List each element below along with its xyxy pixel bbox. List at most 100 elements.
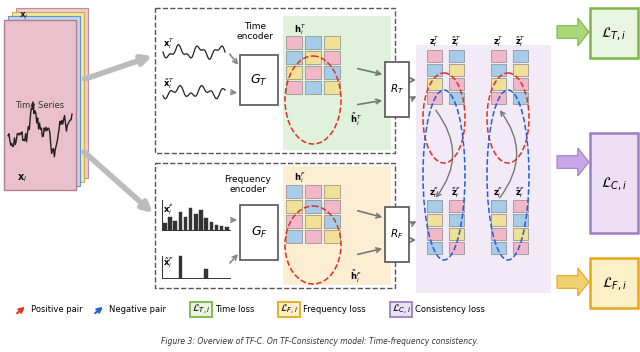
Bar <box>426 92 442 104</box>
Bar <box>283 16 391 150</box>
Text: $\mathbf{h}_i^F$: $\mathbf{h}_i^F$ <box>294 171 306 186</box>
Bar <box>513 50 527 62</box>
Bar <box>8 16 80 186</box>
Text: Time
encoder: Time encoder <box>237 22 273 42</box>
Bar <box>426 242 442 254</box>
Text: $\mathbf{z}_i^F$: $\mathbf{z}_i^F$ <box>429 186 439 200</box>
Bar <box>426 214 442 226</box>
Bar <box>324 230 340 243</box>
Bar <box>513 92 527 104</box>
Bar <box>416 45 551 293</box>
Text: $\mathbf{z}_i^T$: $\mathbf{z}_i^T$ <box>493 34 504 49</box>
Bar <box>199 210 203 230</box>
Bar <box>220 226 223 230</box>
Text: $\mathcal{L}_{F,i}$: $\mathcal{L}_{F,i}$ <box>602 275 627 291</box>
Bar <box>490 64 506 76</box>
Bar <box>426 64 442 76</box>
Text: $\mathcal{L}_{C,i}$: $\mathcal{L}_{C,i}$ <box>601 175 627 191</box>
Text: Figure 3: Overview of TF-C. On TF-Consistency model: Time-frequency consistency.: Figure 3: Overview of TF-C. On TF-Consis… <box>161 338 479 346</box>
Text: $G_T$: $G_T$ <box>250 73 268 88</box>
Bar <box>286 81 302 94</box>
Bar <box>513 200 527 212</box>
Bar <box>305 230 321 243</box>
Bar <box>286 51 302 64</box>
Bar <box>449 92 463 104</box>
Bar <box>513 214 527 226</box>
Polygon shape <box>557 148 589 176</box>
Text: $R_T$: $R_T$ <box>390 82 404 96</box>
Bar <box>163 223 166 230</box>
Bar <box>305 200 321 213</box>
Bar <box>449 78 463 90</box>
Bar <box>286 36 302 49</box>
Bar <box>490 242 506 254</box>
Bar <box>286 66 302 79</box>
Text: $\mathbf{z}_i^F$: $\mathbf{z}_i^F$ <box>493 186 503 200</box>
Text: $\mathcal{L}_{T,i}$: $\mathcal{L}_{T,i}$ <box>602 25 627 42</box>
Text: Consistency loss: Consistency loss <box>415 306 485 314</box>
Bar <box>190 302 212 317</box>
Bar <box>324 81 340 94</box>
Bar <box>225 227 228 230</box>
Bar <box>426 200 442 212</box>
Text: $\tilde{\mathbf{z}}_i^T$: $\tilde{\mathbf{z}}_i^T$ <box>515 34 525 49</box>
Bar <box>204 218 208 230</box>
Bar <box>179 212 182 230</box>
Bar <box>426 78 442 90</box>
Bar <box>305 51 321 64</box>
Polygon shape <box>557 268 589 296</box>
Bar <box>286 200 302 213</box>
Bar <box>590 133 638 233</box>
Bar <box>513 228 527 240</box>
Bar <box>305 66 321 79</box>
Bar <box>426 50 442 62</box>
Bar <box>209 222 213 230</box>
Bar <box>184 216 187 230</box>
Text: Time Series: Time Series <box>15 101 65 109</box>
Bar <box>283 166 391 285</box>
Bar <box>204 269 208 278</box>
Bar <box>286 215 302 228</box>
Bar <box>214 225 218 230</box>
Bar <box>305 215 321 228</box>
Bar <box>590 8 638 58</box>
Text: Positive pair: Positive pair <box>31 306 83 314</box>
Text: $\mathbf{x}_i^F$: $\mathbf{x}_i^F$ <box>163 202 174 218</box>
Bar <box>385 207 409 262</box>
Text: $\mathbf{x}_j$: $\mathbf{x}_j$ <box>19 11 29 21</box>
Text: $\mathbf{x}_i^T$: $\mathbf{x}_i^T$ <box>163 37 175 51</box>
Bar <box>490 78 506 90</box>
Text: $\mathbf{x}_i$: $\mathbf{x}_i$ <box>17 172 27 184</box>
Bar <box>324 215 340 228</box>
Bar <box>449 214 463 226</box>
Bar <box>324 36 340 49</box>
Bar <box>189 207 193 230</box>
Bar <box>324 200 340 213</box>
Bar <box>490 50 506 62</box>
Bar <box>155 8 395 153</box>
Bar <box>513 64 527 76</box>
Bar <box>16 8 88 178</box>
Text: $\mathcal{L}_{T,i}$: $\mathcal{L}_{T,i}$ <box>192 303 210 317</box>
Bar <box>449 242 463 254</box>
Bar <box>490 228 506 240</box>
Text: $R_F$: $R_F$ <box>390 227 404 241</box>
Text: Frequency loss: Frequency loss <box>303 306 365 314</box>
Bar <box>4 20 76 190</box>
Bar <box>286 185 302 198</box>
Bar <box>390 302 412 317</box>
Bar <box>305 36 321 49</box>
Bar <box>449 228 463 240</box>
Bar <box>194 214 198 230</box>
Bar <box>305 185 321 198</box>
Text: Negative pair: Negative pair <box>109 306 166 314</box>
Bar <box>286 230 302 243</box>
Text: $\mathcal{L}_{C,i}$: $\mathcal{L}_{C,i}$ <box>392 303 410 317</box>
Bar <box>490 92 506 104</box>
Text: $\tilde{\mathbf{z}}_i^F$: $\tilde{\mathbf{z}}_i^F$ <box>515 186 525 200</box>
Text: $G_F$: $G_F$ <box>251 225 268 240</box>
Text: $\tilde{\mathbf{x}}_i^T$: $\tilde{\mathbf{x}}_i^T$ <box>163 76 175 92</box>
Bar <box>324 66 340 79</box>
Text: $\tilde{\mathbf{h}}_i^F$: $\tilde{\mathbf{h}}_i^F$ <box>350 269 362 285</box>
Text: Time loss: Time loss <box>215 306 254 314</box>
